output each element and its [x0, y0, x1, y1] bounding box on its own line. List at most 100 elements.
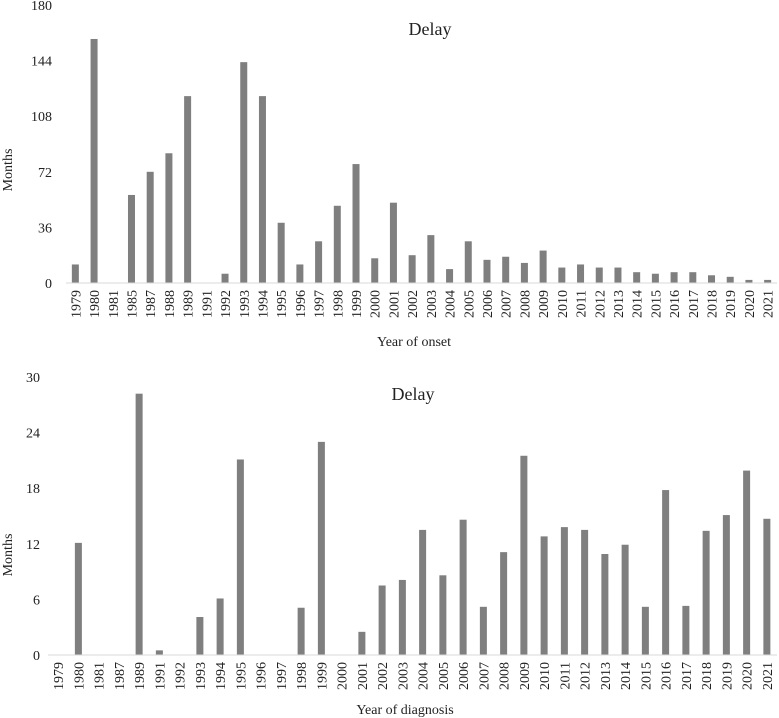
bar [352, 164, 360, 283]
y-tick-label: 180 [31, 0, 52, 14]
x-tick-label: 2009 [518, 662, 533, 690]
x-tick-label: 1989 [133, 662, 148, 690]
bar-group [71, 38, 772, 284]
x-tick-label: 1985 [125, 290, 140, 318]
y-tick-label: 30 [26, 371, 40, 386]
y-tick-label: 144 [31, 55, 52, 70]
bar [427, 235, 435, 283]
y-tick-label: 0 [33, 649, 40, 664]
x-tick-label: 2006 [457, 662, 472, 690]
x-tick-label: 2013 [599, 662, 614, 690]
bar [216, 598, 224, 655]
bar [595, 267, 603, 283]
bar [317, 441, 325, 655]
x-tick-label: 1980 [88, 290, 103, 318]
bar [277, 222, 285, 283]
bar [398, 579, 406, 655]
x-tick-label: 2010 [538, 662, 553, 690]
x-tick-label: 2011 [558, 662, 573, 689]
x-tick-label: 1999 [350, 290, 365, 318]
bar [135, 393, 143, 655]
x-tick-label: 1999 [315, 662, 330, 690]
x-tick-label: 2015 [639, 662, 654, 690]
x-tick-label: 2003 [425, 290, 440, 318]
bar [662, 490, 670, 655]
bar [763, 518, 771, 655]
x-tick-label: 2009 [537, 290, 552, 318]
x-tick-label: 1998 [295, 662, 310, 690]
bar [764, 279, 772, 283]
bar [146, 171, 154, 283]
bar [371, 258, 379, 283]
x-tick-label: 2016 [660, 662, 675, 690]
bar [127, 194, 135, 283]
x-tick-label: 2008 [518, 290, 533, 318]
chart-onset: Delay Months Year of onset 0 36 72 108 144 18… [1, 0, 777, 350]
bar [682, 605, 690, 655]
bar [358, 631, 366, 655]
x-tick-label: 1991 [200, 290, 215, 318]
bar [184, 96, 192, 283]
y-axis-label: Months [1, 534, 16, 577]
x-tick-label: 2019 [720, 662, 735, 690]
x-tick-label: 2000 [369, 290, 384, 318]
bar [315, 241, 323, 283]
bar [155, 650, 163, 655]
bar [633, 272, 641, 283]
x-tick-label: 1996 [255, 662, 270, 690]
x-tick-label: 2016 [668, 290, 683, 318]
x-tick-label: 1979 [52, 662, 67, 690]
bar [558, 267, 566, 283]
bar [71, 264, 79, 283]
x-tick-label: 2012 [593, 290, 608, 318]
bar [743, 470, 751, 655]
x-tick-label: 1995 [234, 662, 249, 690]
bar [745, 279, 753, 283]
bar [502, 256, 510, 283]
x-tick-label: 1987 [113, 662, 128, 690]
x-tick-label: 1979 [69, 290, 84, 318]
x-tick-label: 1988 [163, 290, 178, 318]
x-tick-label: 1994 [214, 662, 229, 690]
y-tick-label: 72 [38, 166, 52, 181]
y-tick-label: 6 [33, 593, 40, 608]
bar [689, 272, 697, 283]
x-tick-label: 1997 [313, 290, 328, 318]
bar [726, 276, 734, 283]
x-tick-label: 2005 [437, 662, 452, 690]
x-tick-label: 2014 [619, 662, 634, 690]
x-tick-label: 2004 [417, 662, 432, 690]
x-tick-label: 2019 [724, 290, 739, 318]
bar [419, 529, 427, 655]
x-tick-group: 1979 1980 1981 1987 1989 1991 1992 1993 1994 1995… [52, 662, 776, 690]
bar [560, 527, 568, 655]
bar [581, 529, 589, 655]
x-axis-label: Year of diagnosis [356, 703, 453, 718]
x-tick-label: 1987 [144, 290, 159, 318]
x-tick-label: 2007 [477, 662, 492, 690]
x-tick-label: 1993 [194, 662, 209, 690]
x-tick-label: 1993 [238, 290, 253, 318]
x-tick-label: 1981 [107, 290, 122, 318]
bar [539, 250, 547, 283]
bar [651, 273, 659, 283]
x-tick-label: 2013 [612, 290, 627, 318]
x-tick-label: 1998 [331, 290, 346, 318]
x-tick-label: 1994 [256, 290, 271, 318]
chart-diagnosis: Delay Months Year of diagnosis 0 6 12 18 24 3… [1, 371, 777, 718]
bar [520, 455, 528, 655]
x-tick-label: 2011 [575, 290, 590, 317]
bar [520, 262, 528, 283]
bar-group [74, 393, 771, 655]
x-tick-label: 2018 [706, 290, 721, 318]
bar [74, 542, 82, 655]
x-tick-label: 2012 [579, 662, 594, 690]
bar [408, 255, 416, 283]
bar [621, 544, 629, 655]
x-tick-label: 2021 [761, 662, 776, 690]
x-tick-label: 2000 [336, 662, 351, 690]
x-tick-label: 2008 [498, 662, 513, 690]
x-tick-label: 2007 [500, 290, 515, 318]
x-tick-label: 2014 [631, 290, 646, 318]
